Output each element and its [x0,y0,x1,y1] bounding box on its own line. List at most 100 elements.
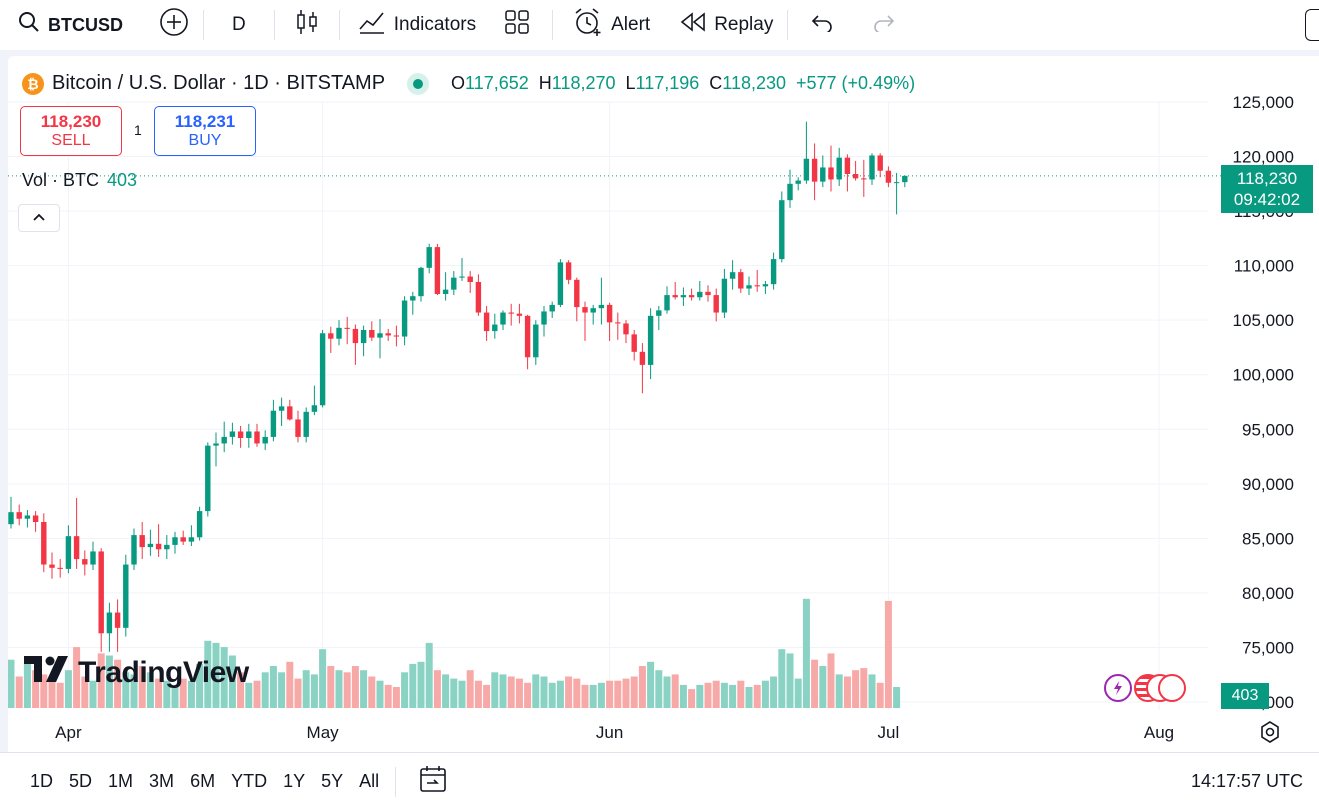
bottom-toolbar: 1D 5D 1M 3M 6M YTD 1Y 5Y All 14:17:57 UT… [0,752,1319,810]
range-1y[interactable]: 1Y [283,771,306,791]
volume-bar [893,687,901,708]
range-1d[interactable]: 1D [30,771,54,791]
redo-button[interactable] [844,6,906,44]
panel-toggle-button[interactable] [1305,9,1319,41]
volume-bar [327,666,335,708]
candle-body [205,445,211,512]
volume-bar [597,682,605,708]
volume-bar [466,670,474,708]
volume-bar [843,676,851,708]
range-6m[interactable]: 6M [190,771,216,791]
volume-bar [786,653,794,708]
volume-bar [499,674,507,708]
volume-bar [179,678,187,708]
alert-button[interactable]: Alert [557,6,660,44]
price-tick-label: 100,000 [1233,366,1294,385]
candle-body [803,158,810,181]
candle-body [352,328,359,344]
candle-body [196,511,203,538]
candle-body [746,285,752,289]
range-5y[interactable]: 5Y [321,771,344,791]
legend-title[interactable]: Bitcoin / U.S. Dollar · 1D · BITSTAMP [52,72,386,94]
candle-body [475,282,482,313]
candle-body [557,262,564,305]
volume-bar [319,649,327,708]
volume-bar [802,598,810,708]
us-flag-icon[interactable] [1158,674,1186,702]
range-ytd[interactable]: YTD [231,771,268,791]
candle-body [328,333,334,339]
tradingview-watermark: TradingView [24,656,249,690]
volume-bar [589,684,597,708]
volume-bar [638,666,646,708]
candle-body [360,330,367,344]
bar-countdown: 09:42:02 [1233,190,1301,209]
range-5d[interactable]: 5D [69,771,93,791]
volume-bar [860,668,868,708]
chart-pane[interactable]: 125,000120,000115,000110,000105,000100,0… [8,56,1319,752]
clock-timezone[interactable]: 14:17:57 UTC [1190,771,1303,791]
volume-bar [220,647,228,708]
candle-body [598,304,605,309]
candle-body [483,312,490,332]
replay-button[interactable]: Replay [660,6,783,44]
symbol-search[interactable]: BTCUSD [0,6,133,44]
volume-bar [548,682,556,708]
candle-body [213,443,219,446]
volume-bar [450,678,458,708]
divider [552,10,554,40]
close-value: 118,230 [722,73,786,93]
candle-body [770,259,777,285]
volume-bar [310,674,318,708]
volume-bar [581,684,589,708]
undo-button[interactable] [792,6,844,44]
divider [203,10,204,40]
volume-bar [23,661,31,708]
volume-bars [8,598,901,708]
indicators-button[interactable]: Indicators [344,6,486,44]
buy-price: 118,231 [174,112,236,131]
volume-legend[interactable]: Vol · BTC 403 [22,170,137,191]
range-3m[interactable]: 3M [149,771,175,791]
settings-button[interactable] [1258,720,1282,749]
candle-body [721,278,728,313]
collapse-legend-button[interactable] [18,204,60,232]
range-1m[interactable]: 1M [108,771,134,791]
compare-button[interactable] [133,6,199,44]
sparkle-icon[interactable] [1104,674,1132,702]
market-status-icon[interactable] [407,72,430,95]
candle-body [295,419,301,437]
volume-bar [237,672,245,708]
price-tick-label: 105,000 [1233,311,1294,330]
volume-bar [712,680,720,708]
layouts-button[interactable] [486,6,548,44]
goto-date-button[interactable] [400,764,448,799]
low-value: 117,196 [635,73,700,93]
volume-bar [507,676,515,708]
sell-button[interactable]: 118,230 SELL [20,106,122,156]
volume-value: 403 [107,170,138,190]
candle-body [418,267,424,297]
volume-bar [655,670,663,708]
date-range-selector: 1D 5D 1M 3M 6M YTD 1Y 5Y All [0,771,385,792]
buy-button[interactable]: 118,231 BUY [154,106,256,156]
candle-body [787,183,793,201]
chart-canvas[interactable]: 125,000120,000115,000110,000105,000100,0… [8,56,1319,752]
candle-body [590,308,596,313]
candle-body [500,312,506,325]
close-key: C [709,73,723,93]
range-all[interactable]: All [359,771,380,791]
volume-bar [368,676,376,708]
chart-type-button[interactable] [279,6,335,44]
events-icons[interactable] [1104,673,1196,703]
volume-bar [171,684,179,708]
candle-body [229,431,236,437]
interval-button[interactable]: D [208,6,270,44]
price-tick-label: 110,000 [1234,257,1294,276]
ohlc-values: O117,652 H118,270 L117,196 C118,230 +577… [451,73,915,94]
current-price: 118,230 [1236,169,1298,188]
volume-bar [835,674,843,708]
volume-bar [97,653,105,708]
high-value: 118,270 [551,73,616,93]
candle-body [828,167,834,180]
